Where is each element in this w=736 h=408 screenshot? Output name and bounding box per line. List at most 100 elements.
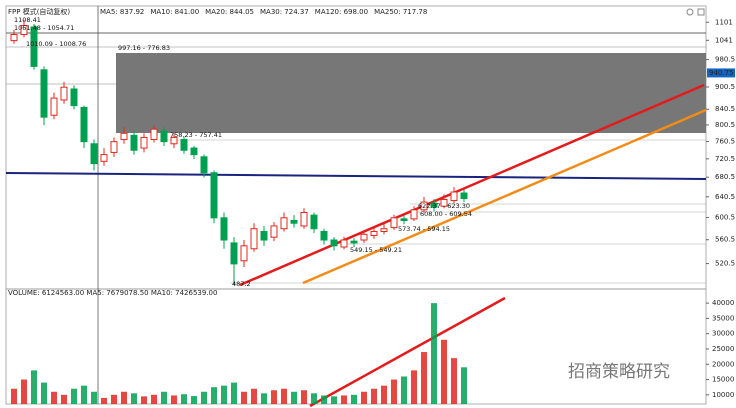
candle-body [60, 86, 68, 101]
candle-body [450, 191, 458, 202]
candle-body [160, 130, 168, 143]
candle-body [410, 209, 418, 220]
volume-bar [351, 394, 357, 404]
volume-bar [171, 395, 177, 404]
volume-tick-label: 20000 [712, 360, 734, 368]
candle-body [90, 143, 98, 165]
candle-body [440, 199, 448, 207]
candle-body [80, 107, 88, 143]
trend-line [239, 83, 705, 287]
volume-bar [151, 394, 157, 404]
annotation: 487.2 [232, 280, 251, 288]
volume-bar [121, 391, 127, 404]
candle-body [360, 233, 368, 241]
candle-body [420, 201, 428, 211]
volume-bar [361, 391, 367, 404]
volume-bar [21, 379, 27, 404]
volume-bar [41, 382, 47, 404]
volume-bar [461, 367, 467, 404]
volume-bar [31, 370, 37, 404]
candle-body [130, 134, 138, 151]
candle-body [70, 88, 78, 107]
candle-body [220, 217, 228, 241]
annotation: 573.74 - 594.15 [398, 225, 450, 233]
candle-body [400, 218, 408, 221]
volume-bar [321, 395, 327, 404]
trend-line [5, 172, 707, 180]
volume-tick-label: 15000 [712, 376, 734, 384]
candle-body [350, 240, 358, 244]
indicator: MA30: 724.37 [260, 8, 309, 16]
volume-bar [11, 388, 17, 404]
indicator: MA20: 844.05 [205, 8, 254, 16]
candle-body [330, 239, 338, 247]
annotation: 997.16 - 776.83 [118, 44, 170, 52]
volume-bar [101, 397, 107, 404]
candle-body [320, 231, 328, 241]
y-tick-label: 560.5 [715, 236, 735, 244]
y-tick-label: 520.5 [715, 260, 735, 268]
trend-line [309, 296, 506, 408]
volume-tick-label: 10000 [712, 391, 734, 399]
candle-body [110, 141, 118, 153]
candle-body [250, 228, 258, 250]
candle-body [100, 154, 108, 162]
annotation: 1061.48 - 1054.71 [14, 24, 74, 32]
volume-bar [191, 396, 197, 404]
volume-bar [201, 391, 207, 404]
volume-bar [81, 385, 87, 404]
volume-bar [301, 390, 307, 404]
volume-bar [261, 393, 267, 404]
candle-body [370, 231, 378, 236]
window-button[interactable] [697, 8, 705, 16]
window-button[interactable] [686, 8, 694, 16]
y-tick-label: 760.5 [715, 137, 735, 145]
volume-bar [91, 391, 97, 404]
candle-body [240, 245, 248, 262]
volume-tick-label: 40000 [712, 299, 734, 307]
candle-body [210, 172, 218, 219]
volume-bar [61, 394, 67, 404]
indicator: MA250: 717.78 [374, 8, 427, 16]
volume-tick-label: 35000 [712, 314, 734, 322]
volume-bar [251, 388, 257, 404]
candle-body [10, 33, 18, 42]
candle-body [200, 156, 208, 174]
y-tick-label: 1101 [715, 18, 733, 26]
candle-body [230, 242, 238, 265]
candle-body [50, 97, 58, 116]
volume-bar [71, 388, 77, 404]
volume-bar [451, 358, 457, 404]
volume-bar [111, 394, 117, 404]
indicator: MA120: 698.00 [315, 8, 368, 16]
volume-bar [51, 391, 57, 404]
annotation: 622.37 - 623.30 [418, 202, 470, 210]
volume-bar [381, 385, 387, 404]
indicator: MA5: 837.92 [100, 8, 144, 16]
volume-bar [441, 339, 447, 404]
volume-bar [291, 391, 297, 404]
volume-bar [131, 393, 137, 404]
y-tick-label: 800.5 [715, 121, 735, 129]
price-marker-label: 940.75 [709, 69, 734, 77]
annotation: 1108.41 [14, 16, 41, 24]
candle-body [280, 217, 288, 230]
volume-bar [271, 390, 277, 404]
volume-header: VOLUME: 6124563.00 MA5: 7679078.50 MA10:… [8, 289, 217, 297]
annotation: 608.00 - 609.54 [420, 210, 472, 218]
volume-bar [401, 376, 407, 404]
volume-bar [411, 370, 417, 404]
candle-body [180, 139, 188, 151]
candle-body [460, 192, 468, 200]
candle-body [170, 136, 178, 145]
volume-bar [181, 394, 187, 404]
volume-bar [421, 352, 427, 404]
watermark: 招商策略研究 [568, 362, 670, 382]
candle-body [40, 69, 48, 118]
volume-bar [211, 387, 217, 404]
candle-body [150, 128, 158, 141]
candle-body [30, 26, 38, 67]
candle-body [20, 24, 28, 35]
volume-bar [231, 382, 237, 404]
